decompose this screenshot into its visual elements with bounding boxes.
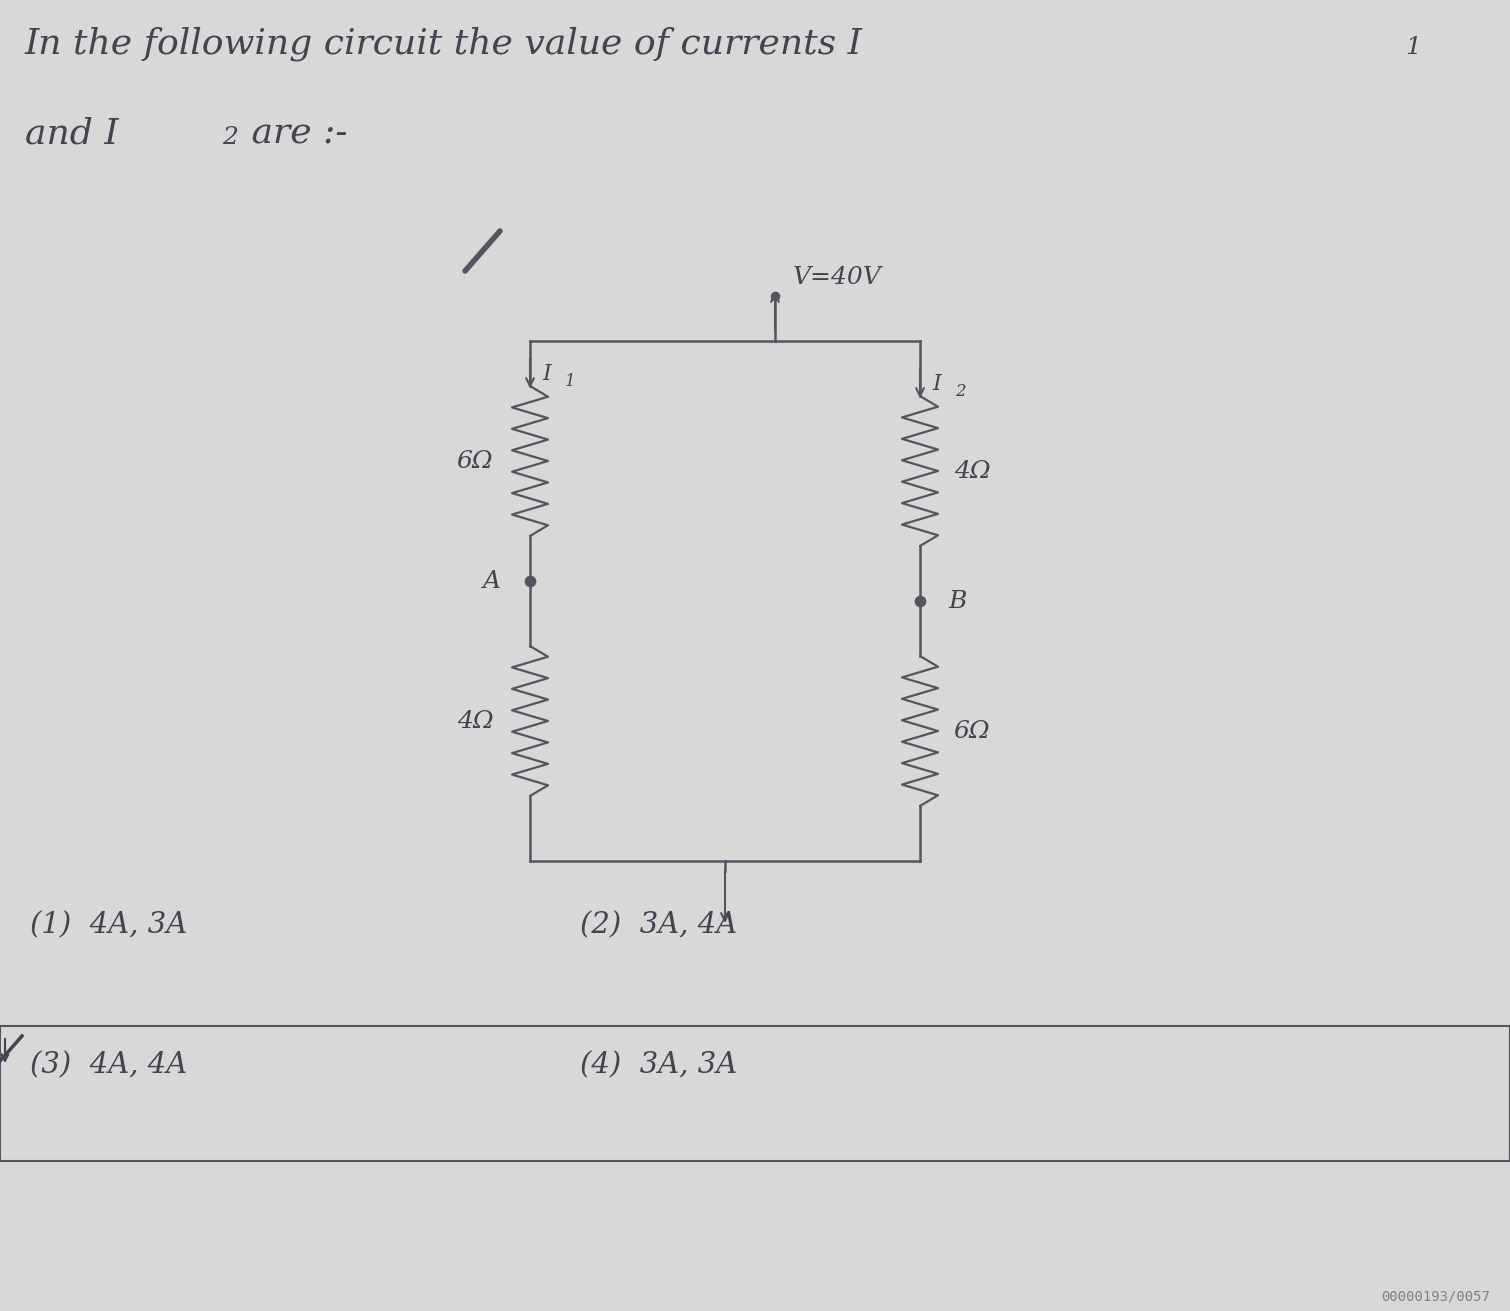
Text: (3)  4A, 4A: (3) 4A, 4A (30, 1051, 187, 1079)
Text: V=40V: V=40V (793, 266, 882, 288)
Text: (4)  3A, 3A: (4) 3A, 3A (580, 1051, 737, 1079)
Text: 4Ω: 4Ω (954, 459, 991, 482)
Text: 00000193/0057: 00000193/0057 (1382, 1289, 1490, 1303)
Text: (2)  3A, 4A: (2) 3A, 4A (580, 911, 737, 939)
Point (518, 570, 542, 591)
Text: I: I (542, 363, 551, 384)
Text: 1: 1 (565, 374, 575, 389)
Text: I: I (932, 372, 941, 395)
Text: 4Ω: 4Ω (456, 709, 494, 733)
Point (763, 286, 787, 307)
Text: are :-: are :- (240, 115, 347, 149)
Text: 6Ω: 6Ω (456, 450, 494, 472)
Text: 6Ω: 6Ω (954, 720, 991, 742)
Text: 2: 2 (954, 383, 965, 400)
Text: and I: and I (26, 115, 119, 149)
Text: A: A (483, 569, 501, 593)
Point (908, 590, 932, 611)
Text: B: B (948, 590, 968, 612)
Text: 2: 2 (222, 126, 239, 149)
Text: (1)  4A, 3A: (1) 4A, 3A (30, 911, 187, 939)
Text: In the following circuit the value of currents I: In the following circuit the value of cu… (26, 26, 862, 60)
Text: 1: 1 (1404, 35, 1421, 59)
